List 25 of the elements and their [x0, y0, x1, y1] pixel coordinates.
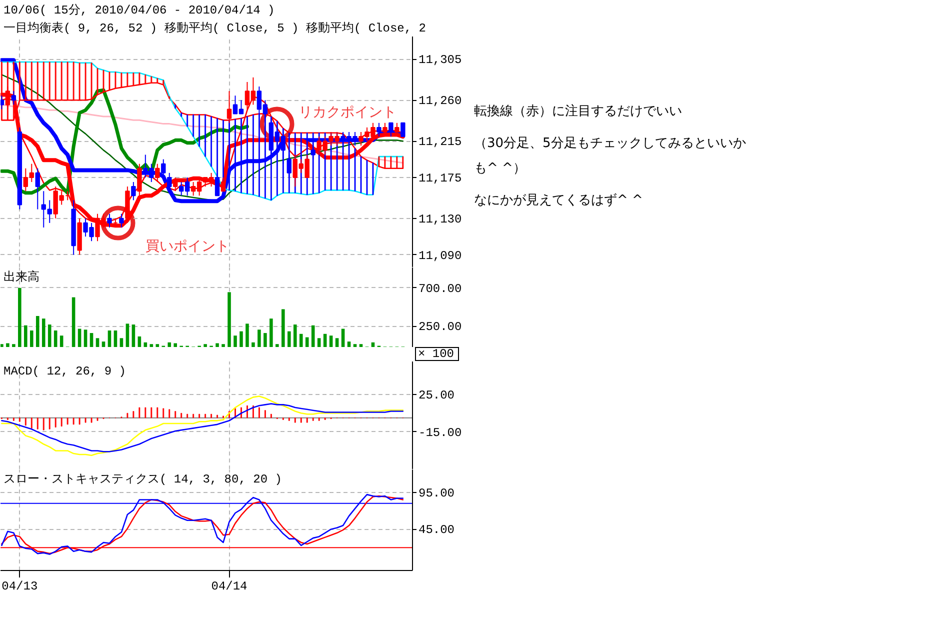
- chart-subtitle: 一目均衡表( 9, 26, 52 ) 移動平均( Close, 5 ) 移動平均( Close, 2: [4, 22, 426, 36]
- y-tick-label: 700.00: [418, 282, 462, 296]
- y-tick-label: 45.00: [418, 523, 455, 538]
- y-tick-label: 25.00: [418, 388, 455, 402]
- x-tick-label: 04/14: [211, 580, 248, 594]
- y-tick-label: 95.00: [418, 486, 455, 500]
- text: （30分足、5分足もチェックしてみるといいかも^ ^）: [474, 135, 747, 178]
- chart-title: 出来高: [4, 270, 40, 284]
- x-tick-label: 04/13: [2, 580, 38, 594]
- y-tick-label: 11,175: [418, 171, 462, 186]
- chart-title: スロー・ストキャスティクス( 14, 3, 80, 20 ): [4, 472, 282, 486]
- y-tick-label: 11,215: [418, 135, 462, 150]
- text: × 100: [418, 347, 454, 361]
- annotation: リカクポイント: [298, 104, 396, 120]
- y-tick-label: 11,130: [418, 212, 462, 226]
- annotation: 買いポイント: [146, 238, 230, 254]
- chart-title: MACD( 12, 26, 9 ): [4, 364, 126, 378]
- chart-title: 10/06( 15分, 2010/04/06 - 2010/04/14 ): [4, 4, 275, 18]
- y-tick-label: 11,260: [418, 94, 462, 108]
- y-tick-label: -15.00: [418, 426, 462, 440]
- y-tick-label: 11,090: [418, 248, 462, 263]
- y-tick-label: 250.00: [418, 320, 462, 334]
- text: なにかが見えてくるはず^ ^: [474, 192, 644, 210]
- y-tick-label: 11,305: [418, 53, 462, 68]
- text: 転換線（赤）に注目するだけでいい: [474, 103, 683, 121]
